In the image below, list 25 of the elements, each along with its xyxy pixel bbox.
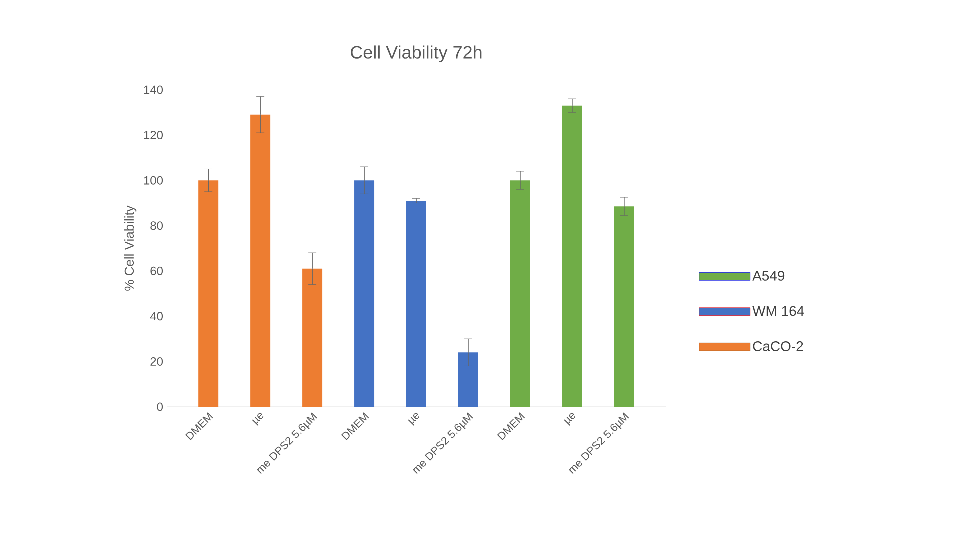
legend-label: CaCO-2 bbox=[753, 342, 804, 352]
legend-label: WM 164 bbox=[752, 306, 804, 316]
y-tick-label: 120 bbox=[144, 131, 164, 140]
bar bbox=[458, 352, 478, 407]
x-tick-label: µe bbox=[564, 413, 576, 426]
x-tick-label: µe bbox=[408, 413, 420, 426]
y-axis-title: % Cell Viability bbox=[124, 206, 137, 291]
bar bbox=[614, 206, 634, 407]
x-tick-label: µe bbox=[252, 413, 264, 426]
legend-label: A549 bbox=[752, 271, 785, 281]
bar bbox=[406, 200, 426, 407]
bar bbox=[302, 268, 323, 407]
y-tick-label: 0 bbox=[157, 402, 164, 412]
y-tick-label: 20 bbox=[150, 357, 164, 366]
bar bbox=[250, 114, 271, 407]
y-tick-label: 100 bbox=[144, 176, 164, 185]
y-tick-label: 140 bbox=[144, 86, 164, 94]
bar bbox=[562, 106, 582, 407]
chart-title: Cell Viability 72h bbox=[351, 46, 482, 62]
bar bbox=[354, 180, 375, 407]
bar bbox=[198, 180, 219, 407]
y-tick-label: 80 bbox=[150, 222, 164, 230]
y-tick-label: 40 bbox=[150, 312, 164, 321]
y-tick-label: 60 bbox=[150, 266, 164, 276]
bar bbox=[510, 180, 530, 407]
